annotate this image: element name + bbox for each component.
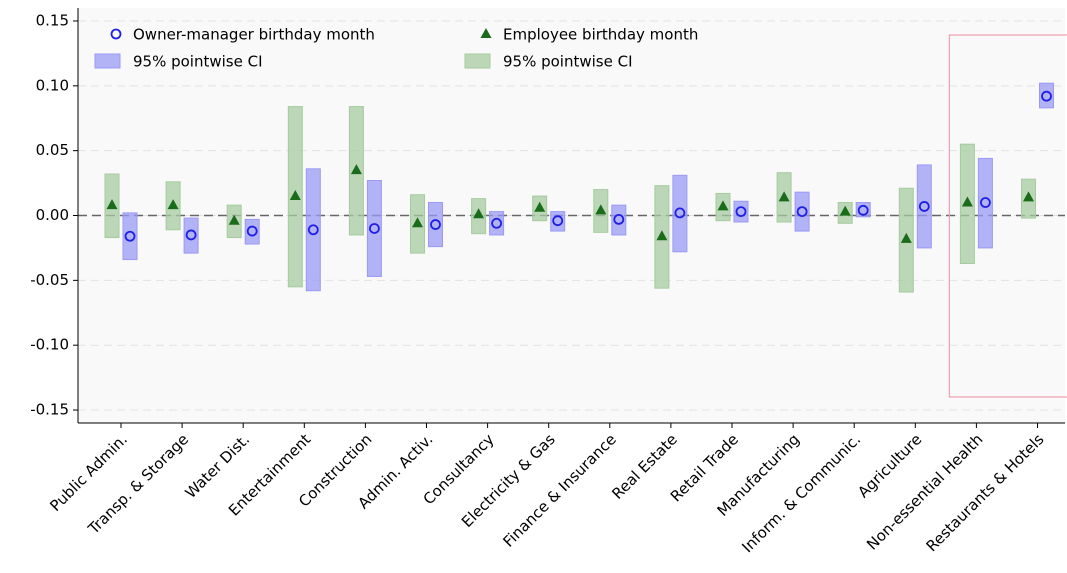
point-marker [430,219,441,230]
point-marker [491,217,503,229]
ci-bar [366,179,382,277]
point-marker [167,199,179,210]
point-marker [613,213,625,225]
point-marker [228,214,240,225]
ci-bar [122,212,138,261]
ci-bar [916,164,932,249]
ci-bar [672,174,688,253]
ci-bar [183,217,199,254]
ci-bar [428,202,443,248]
legend-swatch [464,53,491,69]
point-marker [350,164,362,175]
ci-bar [305,168,321,292]
legend-label: 95% pointwise CI [503,53,633,71]
point-marker [1023,191,1034,202]
y-tick-label: -0.05 [30,271,69,289]
ci-bar [244,218,260,245]
point-marker [778,191,790,202]
y-tick-label: 0.05 [36,141,69,159]
point-marker [717,200,729,211]
ci-bar [733,200,749,223]
x-tick-label: Transp. & Storage [84,430,192,538]
point-marker [674,207,686,219]
point-marker [961,196,973,207]
point-marker [552,215,564,227]
x-tick-label: Restaurants & Hotels [923,430,1048,555]
point-marker [289,190,301,201]
legend-label: 95% pointwise CI [133,53,263,71]
point-marker [918,201,930,212]
ci-bar [794,191,810,232]
legend-label: Employee birthday month [503,26,698,44]
highlight-box [948,34,1067,398]
point-marker [857,204,869,216]
ci-bar [550,211,566,232]
point-marker [1041,90,1052,102]
point-marker [839,205,851,216]
y-tick-label: 0.15 [36,11,69,29]
point-marker [735,206,747,218]
y-tick-label: -0.15 [30,401,69,419]
point-marker [307,224,319,236]
x-tick-label: Finance & Insurance [499,430,619,550]
y-tick-label: -0.10 [30,336,69,354]
x-tick-label: Non-essential Health [863,430,986,553]
ci-bar [977,157,993,249]
legend-marker [110,28,122,40]
ci-bar [489,211,505,236]
point-marker [124,230,136,242]
point-marker [412,217,423,228]
point-marker [368,223,380,234]
y-tick-label: 0.00 [36,206,69,224]
point-marker [980,197,991,208]
point-marker [473,208,485,219]
legend-swatch [94,53,121,69]
point-marker [185,229,197,241]
legend-marker [480,28,492,38]
point-marker [656,230,668,241]
point-marker [534,201,546,212]
ci-bar [611,204,627,236]
point-marker [246,225,258,237]
point-marker [595,204,607,215]
point-marker [900,232,912,243]
y-tick-label: 0.10 [36,76,69,94]
point-marker [106,199,118,210]
point-marker [796,206,808,218]
legend-label: Owner-manager birthday month [133,26,375,44]
ci-bar [1039,82,1054,109]
x-tick-label: Inform. & Communic. [738,430,864,556]
